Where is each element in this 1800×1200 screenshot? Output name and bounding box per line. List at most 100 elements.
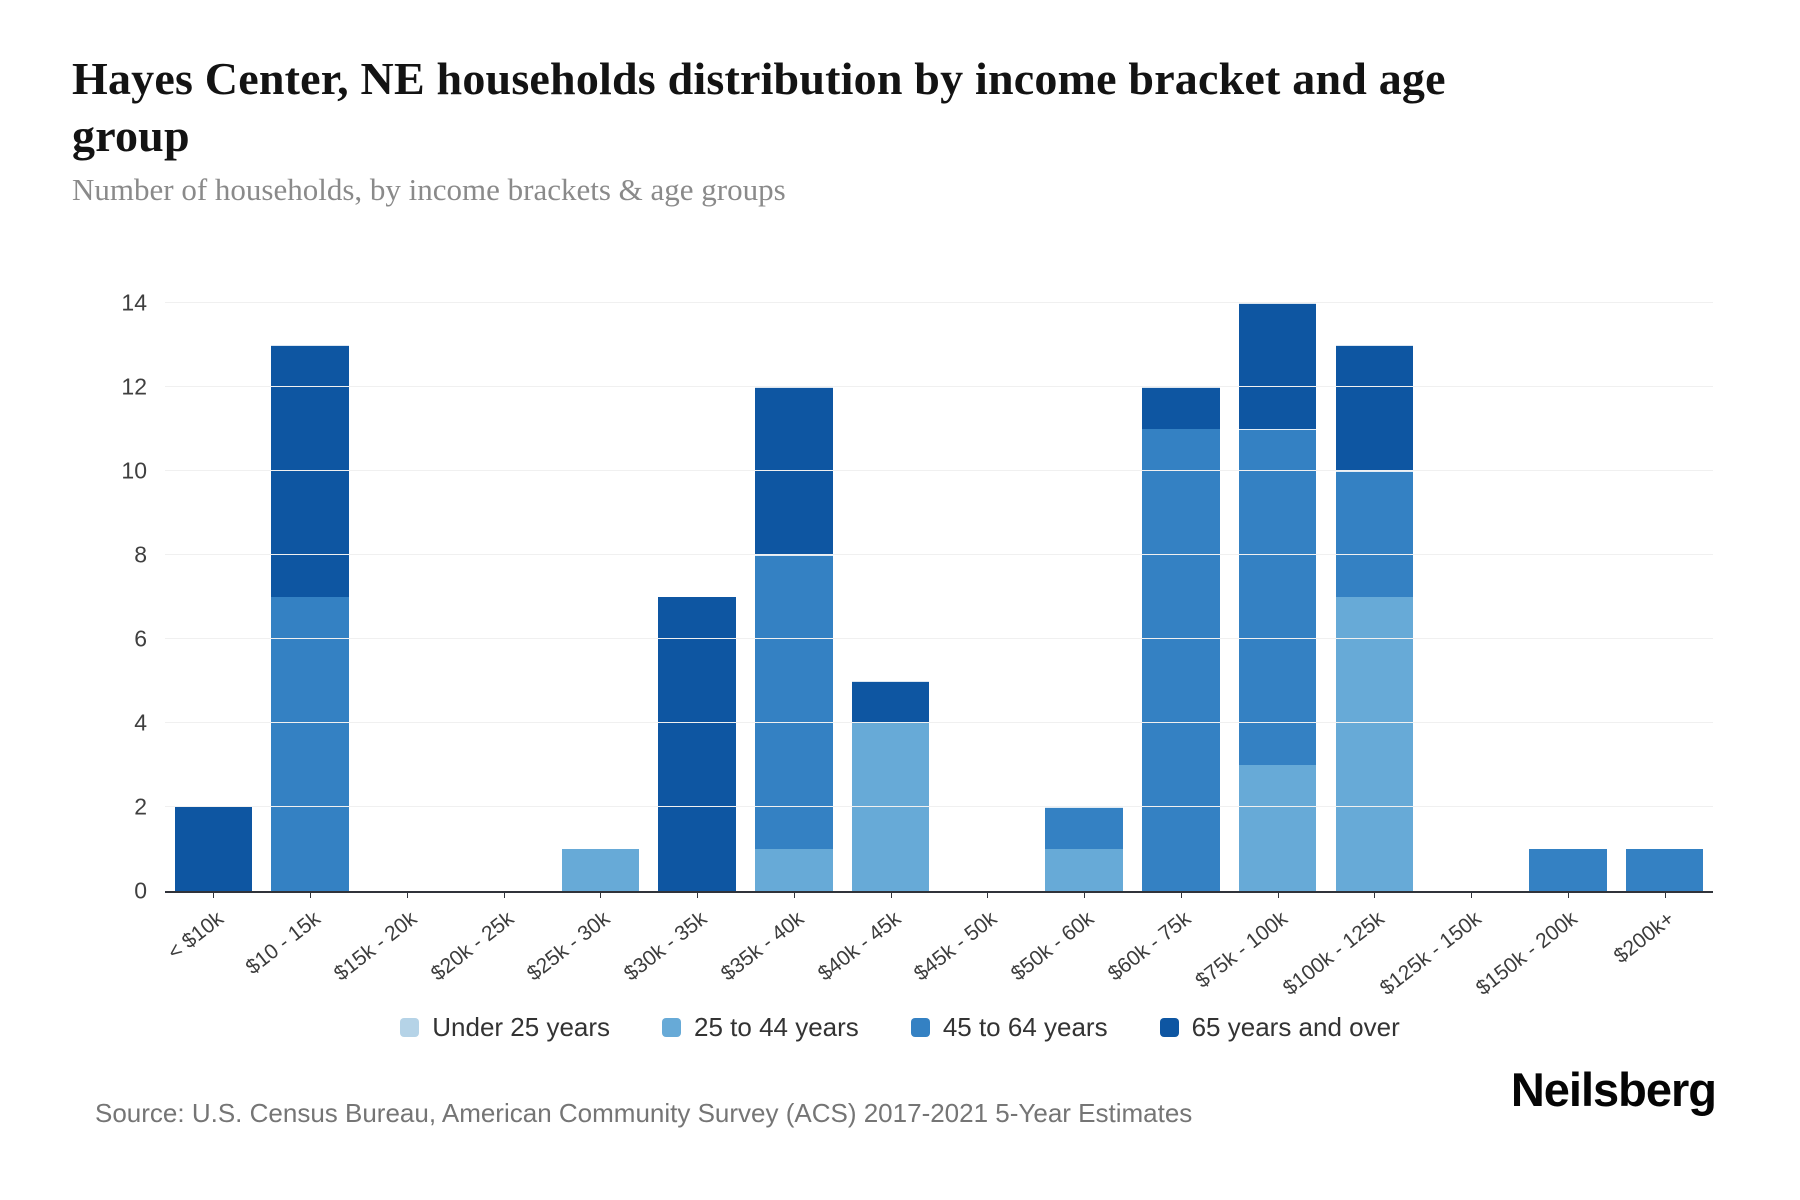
page-title: Hayes Center, NE households distribution…: [72, 53, 1446, 162]
bar-segment-65-years-and-over[interactable]: [174, 807, 253, 891]
gridline: [165, 470, 1713, 471]
page-subtitle: Number of households, by income brackets…: [72, 172, 786, 207]
y-axis-tick-label: 10: [121, 457, 147, 484]
bar-column: [165, 303, 262, 891]
bar-segment-25-to-44-years[interactable]: [1238, 765, 1317, 891]
x-axis-category: $125k - 150k: [1375, 891, 1520, 1001]
x-axis-category: $35k - 40k: [717, 891, 843, 1001]
bar-column: [939, 303, 1036, 891]
stacked-bar: [561, 849, 640, 891]
legend-item-45-to-64-years[interactable]: 45 to 64 years: [910, 1012, 1108, 1043]
gridline: [165, 806, 1713, 807]
x-axis-tick: [600, 891, 602, 898]
bar-column: [262, 303, 359, 891]
x-axis-category: $50k - 60k: [1007, 891, 1133, 1001]
x-axis-category: $150k - 200k: [1472, 891, 1617, 1001]
x-axis-tick: [890, 891, 892, 898]
bar-column: [1036, 303, 1133, 891]
bar-segment-25-to-44-years[interactable]: [561, 849, 640, 891]
bar-column: [842, 303, 939, 891]
x-axis-tick: [406, 891, 408, 898]
x-axis-category: $45k - 50k: [910, 891, 1036, 1001]
x-axis-category: < $10k: [163, 891, 262, 1001]
bar-column: [1423, 303, 1520, 891]
legend: Under 25 years 25 to 44 years 45 to 64 yea…: [0, 1012, 1800, 1043]
bar-segment-25-to-44-years[interactable]: [1335, 597, 1414, 891]
bar-column: [1229, 303, 1326, 891]
bars-container: [165, 303, 1713, 891]
legend-label: Under 25 years: [432, 1012, 611, 1042]
stacked-bar: [755, 387, 833, 891]
stacked-bar: [1142, 387, 1220, 891]
bar-segment-45-to-64-years[interactable]: [755, 555, 833, 849]
bar-column: [455, 303, 552, 891]
legend-item-25-to-44-years[interactable]: 25 to 44 years: [662, 1012, 859, 1043]
x-axis-category: $20k - 25k: [426, 891, 552, 1001]
bar-segment-65-years-and-over[interactable]: [271, 345, 349, 597]
legend-swatch: [1159, 1018, 1179, 1037]
bar-segment-25-to-44-years[interactable]: [755, 849, 833, 891]
bar-segment-25-to-44-years[interactable]: [1045, 849, 1123, 891]
y-axis: 0 2 4 6 8 10 12 14: [83, 290, 147, 904]
y-axis-tick-label: 8: [134, 541, 147, 568]
x-axis-tick: [987, 891, 989, 898]
bar-segment-65-years-and-over[interactable]: [1142, 387, 1220, 429]
bar-column: [359, 303, 456, 891]
x-axis-tick: [213, 891, 215, 898]
x-axis-category: $40k - 45k: [813, 891, 939, 1001]
bar-segment-45-to-64-years[interactable]: [1625, 849, 1704, 891]
legend-item-65-years-and-over[interactable]: 65 years and over: [1159, 1012, 1400, 1043]
bar-segment-45-to-64-years[interactable]: [1238, 429, 1317, 765]
bar-segment-65-years-and-over[interactable]: [1335, 345, 1414, 471]
x-axis-tick: [1374, 891, 1376, 898]
bar-segment-65-years-and-over[interactable]: [755, 387, 833, 555]
bar-segment-45-to-64-years[interactable]: [1045, 807, 1123, 849]
bar-segment-65-years-and-over[interactable]: [658, 597, 736, 891]
bar-column: [1326, 303, 1423, 891]
stacked-bar: [1529, 849, 1607, 891]
x-axis-tick-label: < $10k: [163, 907, 228, 965]
x-axis-tick: [1471, 891, 1473, 898]
bar-segment-45-to-64-years[interactable]: [1142, 429, 1220, 891]
y-axis-tick-label: 12: [121, 373, 147, 400]
bar-segment-45-to-64-years[interactable]: [1335, 471, 1414, 597]
bar-column: [649, 303, 746, 891]
bar-segment-65-years-and-over[interactable]: [851, 681, 930, 723]
x-axis: < $10k $10 - 15k $15k - 20k $20k - 25k $25k …: [163, 891, 1713, 1001]
x-axis-category: $30k - 35k: [620, 891, 746, 1001]
x-axis-tick: [1084, 891, 1086, 898]
bar-column: [552, 303, 649, 891]
stacked-bar: [851, 681, 930, 891]
x-axis-category: $75k - 100k: [1191, 891, 1326, 1001]
bar-column: [1133, 303, 1230, 891]
x-axis-tick: [1567, 891, 1569, 898]
x-axis-tick-label: $200k+: [1609, 907, 1679, 968]
bar-segment-65-years-and-over[interactable]: [1238, 303, 1317, 429]
gridline: [165, 722, 1713, 723]
bar-column: [1520, 303, 1617, 891]
gridline: [165, 386, 1713, 387]
x-axis-category: $60k - 75k: [1104, 891, 1230, 1001]
bar-column: [746, 303, 843, 891]
x-axis-tick: [1277, 891, 1279, 898]
bar-segment-25-to-44-years[interactable]: [851, 723, 930, 891]
legend-item-under-25-years[interactable]: Under 25 years: [400, 1012, 610, 1043]
bar-segment-45-to-64-years[interactable]: [1529, 849, 1607, 891]
gridline: [165, 302, 1713, 303]
y-axis-tick-label: 4: [134, 709, 147, 736]
neilsberg-logo[interactable]: Neilsberg: [1510, 1063, 1717, 1116]
x-axis-category: $25k - 30k: [523, 891, 649, 1001]
y-axis-tick-label: 2: [134, 793, 147, 820]
legend-swatch: [400, 1018, 420, 1037]
bar-segment-45-to-64-years[interactable]: [271, 597, 349, 891]
source-text: Source: U.S. Census Bureau, American Com…: [95, 1098, 1193, 1128]
legend-label: 45 to 64 years: [942, 1012, 1108, 1042]
x-axis-tick: [310, 891, 312, 898]
gridline: [165, 638, 1713, 639]
stacked-bar: [1625, 849, 1704, 891]
bar-column: [1616, 303, 1713, 891]
x-axis-tick: [697, 891, 699, 898]
gridline: [165, 554, 1713, 555]
x-axis-category: $200k+: [1610, 891, 1713, 1001]
